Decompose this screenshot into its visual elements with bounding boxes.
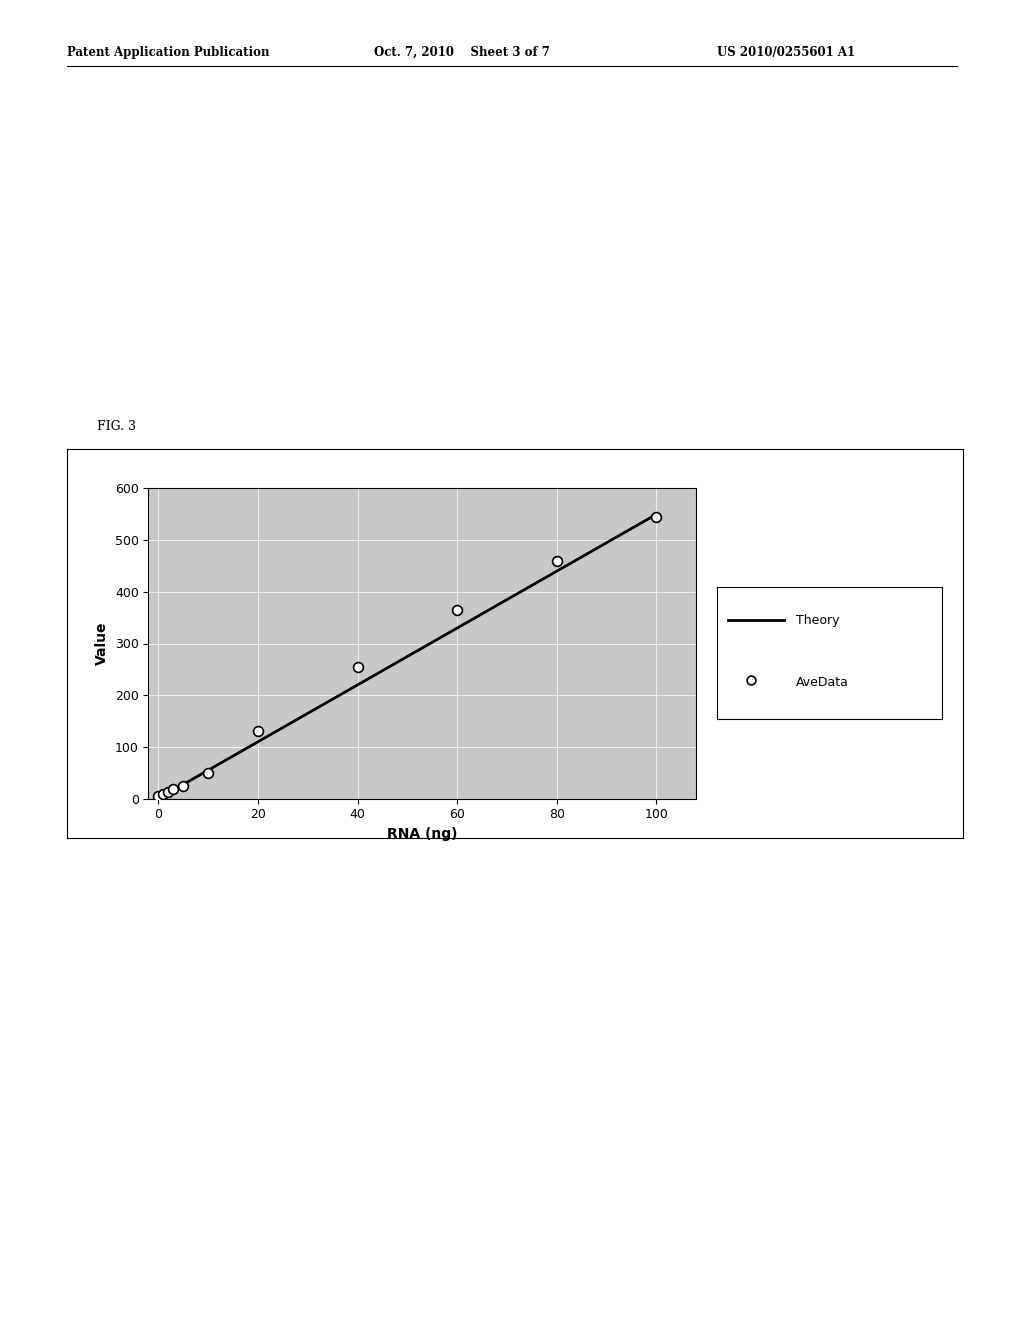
Text: FIG. 3: FIG. 3 [97, 420, 136, 433]
AveData [349, 656, 366, 677]
X-axis label: RNA (ng): RNA (ng) [387, 826, 458, 841]
AveData [250, 721, 266, 742]
Text: Theoretical and Data Points: Theoretical and Data Points [374, 495, 655, 513]
AveData [160, 781, 176, 803]
AveData [200, 762, 216, 783]
Text: Theory: Theory [796, 614, 839, 627]
Text: Oct. 7, 2010    Sheet 3 of 7: Oct. 7, 2010 Sheet 3 of 7 [374, 46, 550, 59]
AveData [549, 550, 565, 572]
AveData [165, 779, 181, 800]
AveData [648, 507, 665, 528]
Y-axis label: Value: Value [95, 622, 110, 665]
AveData [450, 599, 466, 620]
AveData [151, 785, 167, 807]
AveData [175, 775, 191, 796]
AveData [156, 784, 172, 805]
Text: Patent Application Publication: Patent Application Publication [67, 46, 269, 59]
Text: US 2010/0255601 A1: US 2010/0255601 A1 [717, 46, 855, 59]
Text: AveData: AveData [796, 676, 849, 689]
